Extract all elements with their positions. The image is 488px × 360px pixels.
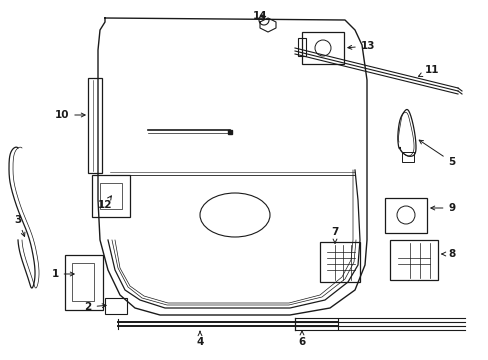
Text: 5: 5 [418,140,455,167]
Text: 2: 2 [84,302,106,312]
Text: 6: 6 [298,331,305,347]
Text: 3: 3 [14,215,25,237]
Text: 10: 10 [55,110,85,120]
Text: 14: 14 [252,11,267,21]
Text: 4: 4 [196,331,203,347]
Text: 13: 13 [347,41,374,51]
Text: 8: 8 [441,249,455,259]
Text: 11: 11 [418,65,438,76]
Text: 7: 7 [331,227,338,243]
Text: 9: 9 [430,203,455,213]
Text: 12: 12 [98,196,112,210]
Text: 1: 1 [51,269,74,279]
